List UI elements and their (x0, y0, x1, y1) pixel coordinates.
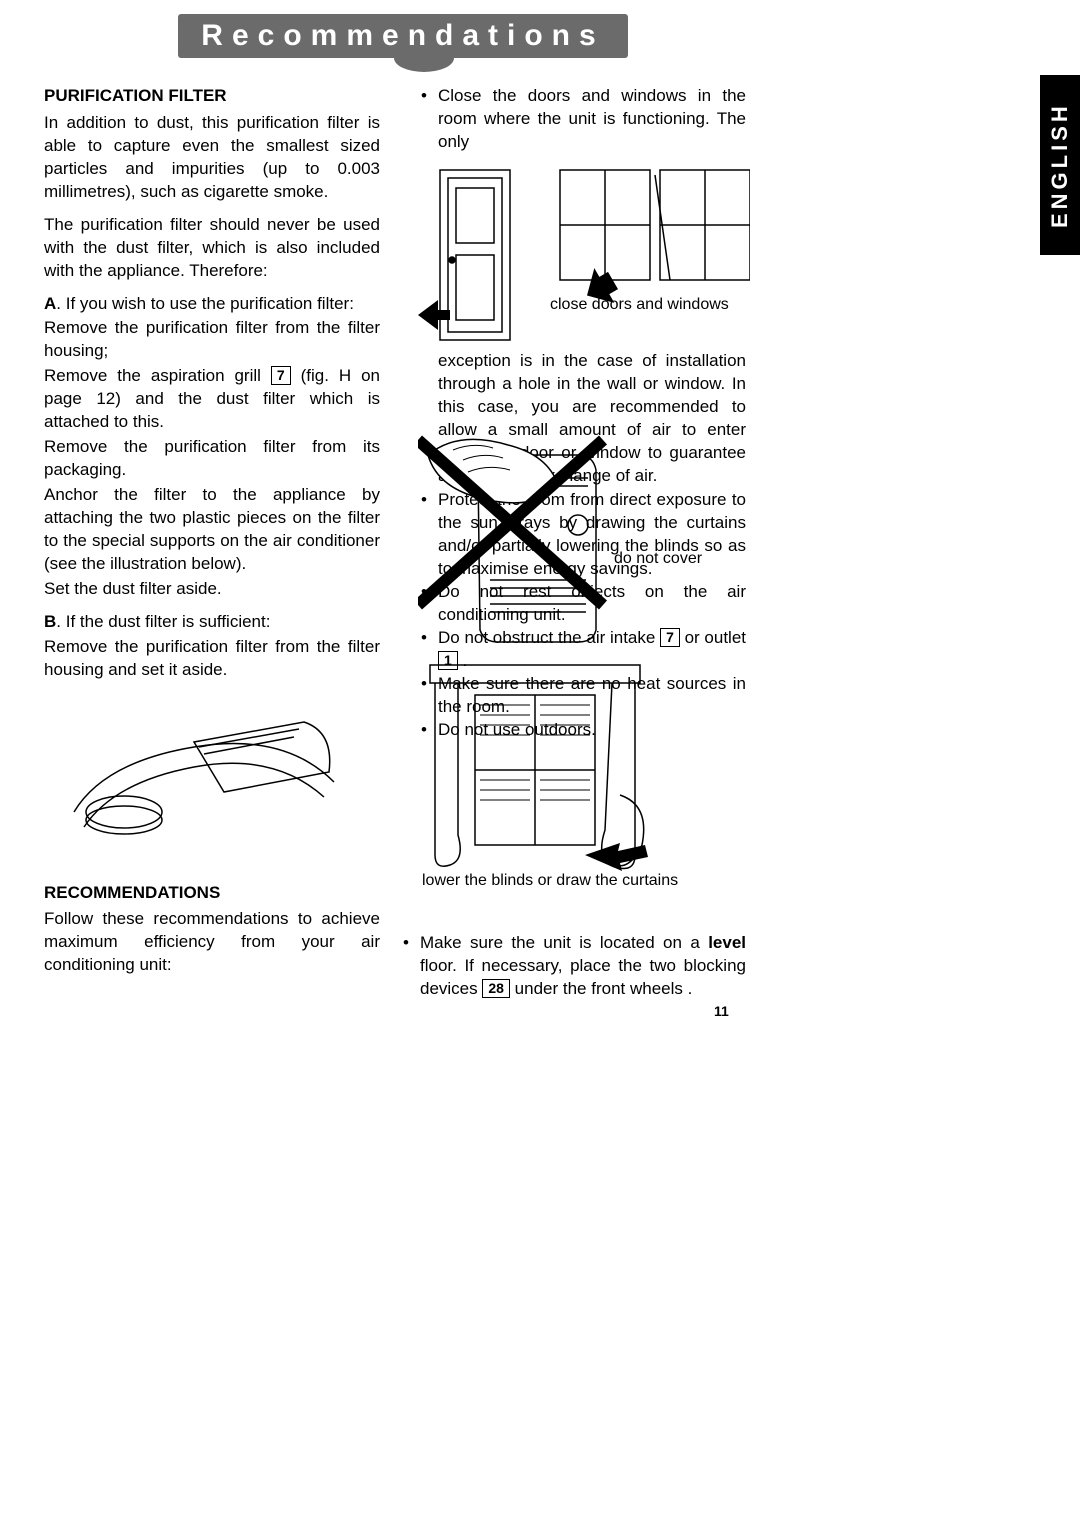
level-bullet: • Make sure the unit is located on a lev… (392, 932, 746, 1001)
window-caption: lower the blinds or draw the curtains (422, 870, 678, 892)
section1-p2: The purification filter should never be … (44, 214, 380, 283)
ac-unit-figure (418, 430, 708, 650)
a-p5: Set the dust filter aside. (44, 578, 380, 601)
section1-heading: PURIFICATION FILTER (44, 85, 380, 108)
a-p2: Remove the aspiration grill 7 (fig. H on… (44, 365, 380, 434)
page-number: 11 (714, 1002, 729, 1021)
section1-p1: In addition to dust, this purification f… (44, 112, 380, 204)
section1-b-line: B. If the dust filter is sufficient: (44, 611, 380, 634)
a-p3: Remove the purification filter from its … (44, 436, 380, 482)
doors-windows-figure: close doors and windows (410, 160, 746, 350)
banner-curve (394, 58, 454, 72)
window-curtains-figure (420, 655, 660, 875)
section2-intro: Follow these recommendations to achieve … (44, 908, 380, 977)
section2-heading: RECOMMENDATIONS (44, 882, 380, 905)
ref-7: 7 (271, 366, 291, 385)
language-tab: ENGLISH (1040, 75, 1080, 255)
a-p4: Anchor the filter to the appliance by at… (44, 484, 380, 576)
section1-a-line: A. If you wish to use the purification f… (44, 293, 380, 316)
banner-title: Recommendations (178, 16, 628, 57)
ref-28: 28 (482, 979, 510, 998)
bullet-1a: • Close the doors and windows in the roo… (410, 85, 746, 154)
b-text: . If the dust filter is sufficient: (56, 612, 270, 631)
b-label: B (44, 612, 56, 631)
ac-caption: do not cover (614, 548, 702, 570)
b-p1: Remove the purification filter from the … (44, 636, 380, 682)
doors-windows-caption: close doors and windows (550, 294, 729, 316)
filter-illustration (44, 692, 380, 852)
a-text: . If you wish to use the purification fi… (56, 294, 354, 313)
page-banner: Recommendations (178, 14, 628, 66)
a-p1: Remove the purification filter from the … (44, 317, 380, 363)
a-label: A (44, 294, 56, 313)
